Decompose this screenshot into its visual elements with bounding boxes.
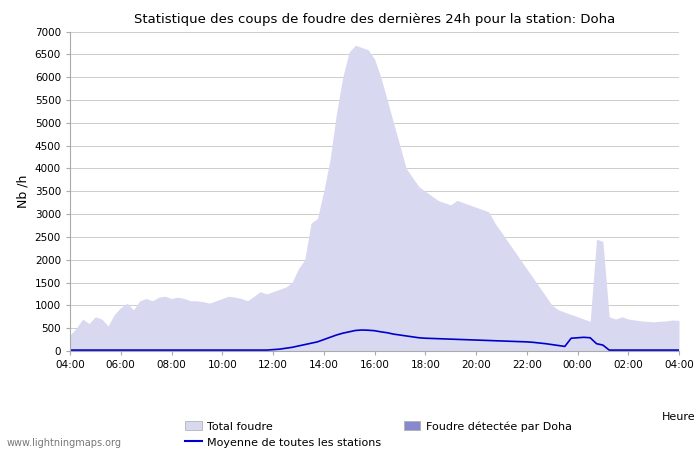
Title: Statistique des coups de foudre des dernières 24h pour la station: Doha: Statistique des coups de foudre des dern… (134, 13, 615, 26)
Legend: Total foudre, Moyenne de toutes les stations, Foudre détectée par Doha: Total foudre, Moyenne de toutes les stat… (186, 421, 572, 448)
Y-axis label: Nb /h: Nb /h (16, 175, 29, 208)
Text: www.lightningmaps.org: www.lightningmaps.org (7, 438, 122, 448)
Text: Heure: Heure (662, 412, 695, 422)
